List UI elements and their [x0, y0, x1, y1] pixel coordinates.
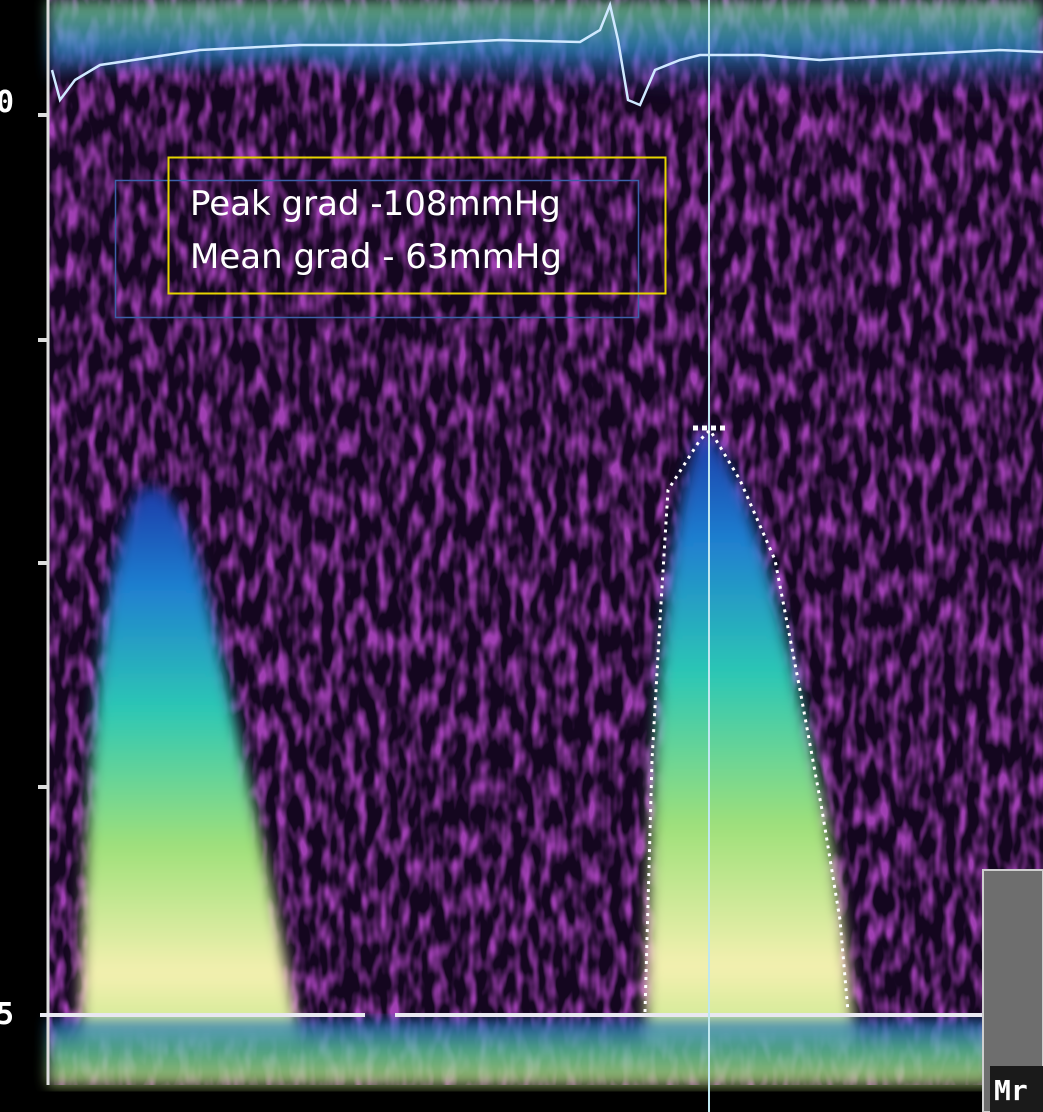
doppler-screenshot: 0 5 Peak grad -108mmHg Mean grad - 63mmH…: [0, 0, 1043, 1112]
axis-label: 0: [0, 85, 14, 120]
annotation-text: Peak grad -108mmHg: [190, 184, 561, 224]
annotation-text: Mean grad - 63mmHg: [190, 237, 562, 277]
axis-label: 5: [0, 997, 14, 1032]
baseline-band: [48, 1020, 993, 1085]
page: 0 5 Peak grad -108mmHg Mean grad - 63mmH…: [0, 0, 1043, 1112]
panel-label: Mr: [994, 1074, 1028, 1107]
